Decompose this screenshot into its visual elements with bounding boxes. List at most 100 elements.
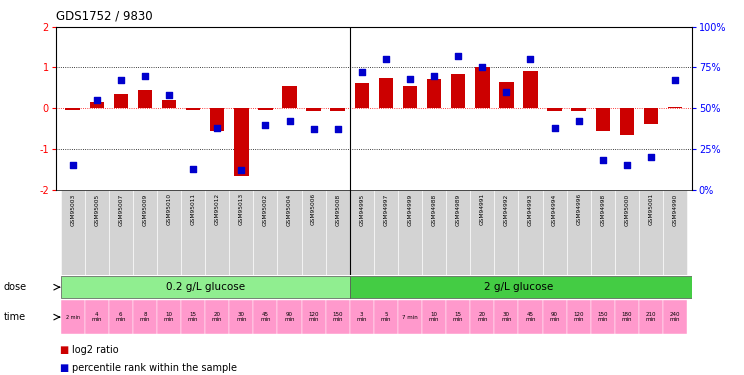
- Point: [91, 97, 103, 103]
- Bar: [205, 190, 229, 275]
- Text: GSM94997: GSM94997: [383, 193, 388, 225]
- Bar: [326, 190, 350, 275]
- Bar: [157, 300, 181, 334]
- Bar: [258, 108, 272, 110]
- Bar: [181, 300, 205, 334]
- Bar: [451, 74, 466, 108]
- Point: [308, 126, 320, 132]
- Bar: [519, 190, 542, 275]
- Bar: [254, 190, 278, 275]
- Bar: [591, 190, 615, 275]
- Text: 150
min: 150 min: [333, 312, 343, 322]
- Text: log2 ratio: log2 ratio: [72, 345, 119, 355]
- Text: 2 g/L glucose: 2 g/L glucose: [484, 282, 553, 292]
- Point: [163, 92, 175, 98]
- Bar: [301, 300, 326, 334]
- Text: 20
min: 20 min: [212, 312, 222, 322]
- Bar: [350, 300, 374, 334]
- Bar: [162, 100, 176, 108]
- Text: 210
min: 210 min: [646, 312, 656, 322]
- Text: GSM95010: GSM95010: [167, 193, 172, 225]
- Text: GSM94992: GSM94992: [504, 193, 509, 225]
- Text: GSM95009: GSM95009: [142, 193, 147, 225]
- Bar: [422, 190, 446, 275]
- Bar: [494, 300, 519, 334]
- Text: GSM95007: GSM95007: [118, 193, 124, 225]
- Bar: [475, 67, 490, 108]
- Bar: [374, 300, 398, 334]
- Bar: [663, 190, 687, 275]
- Text: 5
min: 5 min: [381, 312, 391, 322]
- Bar: [595, 108, 610, 130]
- Bar: [519, 300, 542, 334]
- Bar: [639, 190, 663, 275]
- Bar: [301, 190, 326, 275]
- Text: GSM94991: GSM94991: [480, 193, 485, 225]
- Text: 120
min: 120 min: [574, 312, 584, 322]
- Text: GSM94996: GSM94996: [576, 193, 581, 225]
- Point: [645, 154, 657, 160]
- Bar: [109, 190, 133, 275]
- Point: [452, 53, 464, 59]
- Bar: [350, 276, 692, 298]
- Bar: [326, 300, 350, 334]
- Bar: [60, 190, 85, 275]
- Bar: [398, 300, 422, 334]
- Bar: [523, 70, 538, 108]
- Bar: [499, 82, 513, 108]
- Bar: [114, 94, 128, 108]
- Text: GSM94999: GSM94999: [408, 193, 412, 225]
- Text: 180
min: 180 min: [622, 312, 632, 322]
- Bar: [591, 300, 615, 334]
- Text: 20
min: 20 min: [477, 312, 487, 322]
- Text: 10
min: 10 min: [429, 312, 440, 322]
- Bar: [157, 190, 181, 275]
- Text: 90
min: 90 min: [549, 312, 559, 322]
- Bar: [542, 300, 567, 334]
- Text: GSM95012: GSM95012: [215, 193, 219, 225]
- Text: GSM94994: GSM94994: [552, 193, 557, 225]
- Bar: [254, 300, 278, 334]
- Text: 240
min: 240 min: [670, 312, 680, 322]
- Text: 45
min: 45 min: [260, 312, 271, 322]
- Point: [621, 162, 633, 168]
- Point: [283, 118, 295, 124]
- Bar: [234, 108, 248, 176]
- Text: 45
min: 45 min: [525, 312, 536, 322]
- Bar: [422, 300, 446, 334]
- Bar: [330, 108, 345, 111]
- Point: [428, 73, 440, 79]
- Bar: [229, 190, 254, 275]
- Bar: [615, 300, 639, 334]
- Bar: [89, 102, 104, 108]
- Text: GSM95011: GSM95011: [190, 193, 196, 225]
- Text: percentile rank within the sample: percentile rank within the sample: [72, 363, 237, 373]
- Bar: [668, 107, 682, 108]
- Text: 15
min: 15 min: [188, 312, 199, 322]
- Bar: [229, 300, 254, 334]
- Bar: [446, 300, 470, 334]
- Bar: [542, 190, 567, 275]
- Text: time: time: [4, 312, 26, 322]
- Text: GSM95003: GSM95003: [70, 193, 75, 225]
- Bar: [374, 190, 398, 275]
- Bar: [470, 190, 494, 275]
- Text: 30
min: 30 min: [236, 312, 246, 322]
- Bar: [548, 108, 562, 111]
- Point: [380, 56, 392, 62]
- Bar: [398, 190, 422, 275]
- Point: [548, 125, 560, 131]
- Text: ■: ■: [60, 345, 72, 355]
- Bar: [138, 90, 153, 108]
- Point: [332, 126, 344, 132]
- Text: GSM95001: GSM95001: [649, 193, 653, 225]
- Point: [115, 78, 126, 84]
- Point: [404, 76, 416, 82]
- Point: [260, 122, 272, 128]
- Bar: [205, 300, 229, 334]
- Bar: [186, 108, 200, 110]
- Text: 120
min: 120 min: [308, 312, 319, 322]
- Text: ■: ■: [60, 363, 72, 373]
- Text: 8
min: 8 min: [140, 312, 150, 322]
- Bar: [379, 78, 393, 108]
